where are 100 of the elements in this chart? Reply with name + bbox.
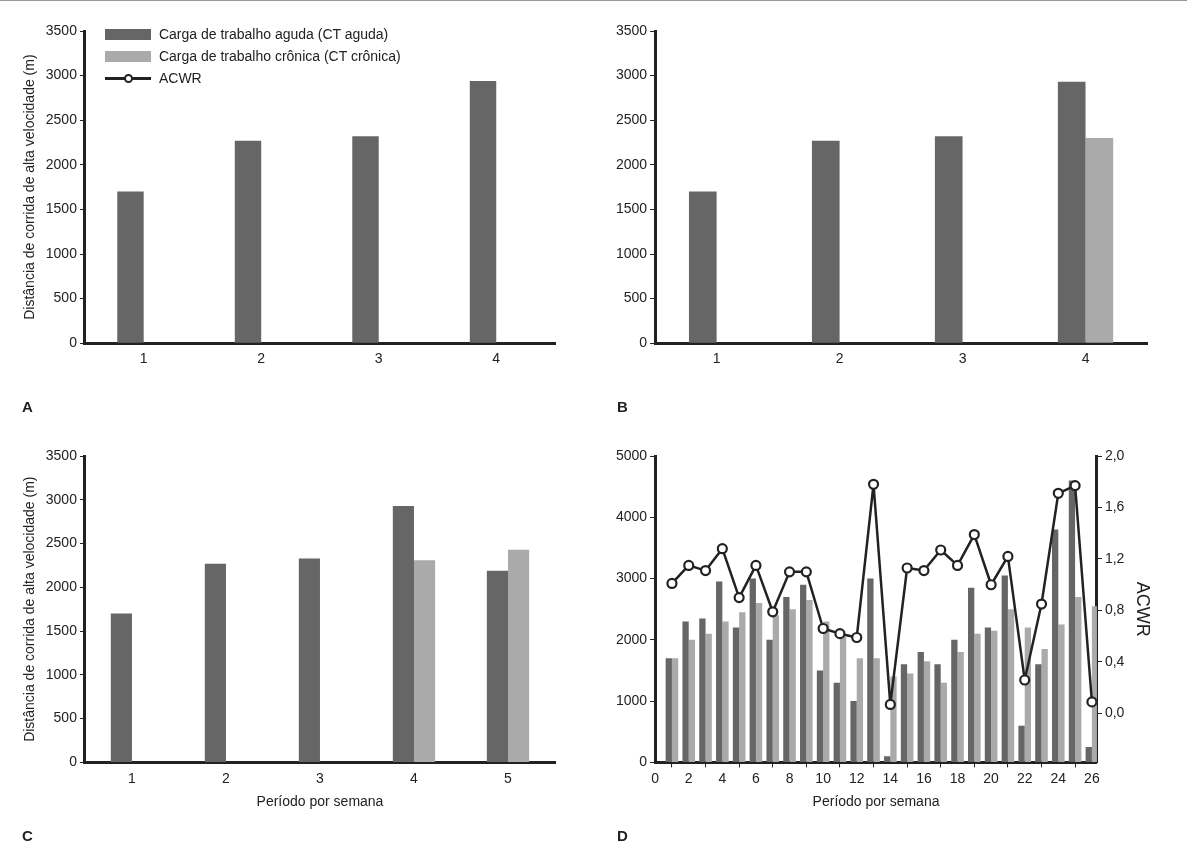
y-tick-label: 500: [623, 289, 648, 306]
point: [800, 566, 812, 578]
y2-tick-label: 0,8: [1104, 601, 1125, 618]
bar: [1068, 480, 1076, 762]
bar: [486, 570, 508, 762]
y-tick-label: 4000: [615, 508, 648, 525]
x-tick-label: 14: [882, 769, 899, 786]
bar: [800, 584, 807, 762]
point: [783, 566, 796, 578]
point: [699, 564, 712, 577]
bar: [699, 618, 706, 762]
bar: [766, 639, 773, 762]
x-tick-label: 2: [257, 350, 266, 367]
y-tick-label: 5000: [615, 446, 648, 463]
y-tick-label: 3000: [615, 66, 648, 83]
x-tick-label: 6: [752, 769, 761, 786]
point: [834, 628, 846, 640]
point: [767, 606, 779, 618]
bar: [934, 136, 963, 343]
y-tick-label: 3500: [45, 446, 78, 463]
bar: [974, 633, 981, 762]
legend-label: ACWR: [158, 69, 202, 88]
bar: [298, 558, 320, 762]
y-tick-label: 1000: [615, 244, 648, 261]
y-tick-label: 3000: [45, 66, 78, 83]
point: [683, 559, 695, 572]
bar: [682, 621, 689, 762]
y-tick-label: 2000: [615, 155, 648, 172]
bar: [688, 191, 717, 343]
point: [1086, 696, 1097, 708]
y-tick-label: 1000: [45, 665, 78, 682]
y-tick-label: 500: [53, 709, 78, 726]
bar: [856, 658, 864, 762]
x-tick-label: 4: [492, 350, 501, 367]
y-axis-title: Distância de corrida de alta velocidade (m): [21, 476, 38, 742]
bar: [884, 756, 891, 762]
point: [918, 564, 930, 577]
bar: [873, 658, 880, 762]
text: C: [22, 827, 33, 844]
bar: [951, 639, 958, 762]
y2-axis-title: ACWR: [1133, 581, 1154, 637]
text: D: [617, 827, 628, 844]
point: [750, 559, 762, 572]
bar: [940, 682, 948, 762]
point: [1052, 487, 1064, 499]
bar: [811, 140, 840, 343]
x-tick-label: 24: [1050, 769, 1067, 786]
x-tick-label: 20: [983, 769, 1000, 786]
bar: [783, 596, 790, 762]
bar: [833, 682, 840, 762]
x-tick-label: 1: [139, 350, 148, 367]
bar: [1001, 575, 1008, 762]
y2-tick-label: 0,0: [1104, 704, 1125, 721]
point: [935, 544, 947, 556]
y-tick-label: 3000: [615, 569, 648, 586]
bar: [900, 664, 908, 762]
x-axis-title: Período por semana: [256, 793, 384, 810]
bar: [392, 505, 414, 762]
point: [867, 478, 880, 490]
bar: [984, 627, 992, 762]
bar: [665, 658, 672, 762]
y-tick-label: 0: [69, 753, 78, 770]
point: [901, 562, 913, 574]
bar: [749, 578, 756, 762]
bar: [413, 560, 436, 762]
bar: [923, 661, 931, 762]
point: [951, 559, 964, 572]
x-tick-label: 2: [684, 769, 693, 786]
y-tick-label: 1500: [615, 200, 648, 217]
point: [1019, 674, 1031, 686]
point: [968, 528, 980, 541]
point: [884, 698, 896, 711]
x-tick-label: 2: [835, 350, 844, 367]
x-tick-label: 10: [815, 769, 832, 786]
bar: [867, 578, 874, 762]
bar: [671, 658, 679, 762]
bar: [957, 652, 964, 762]
bar: [1057, 81, 1086, 343]
x-tick-label: 5: [504, 769, 513, 786]
point: [851, 631, 863, 644]
bar: [917, 652, 924, 762]
bar: [850, 701, 857, 762]
bar: [1052, 529, 1059, 762]
y2-tick-label: 1,2: [1104, 549, 1125, 566]
text: B: [617, 398, 628, 415]
point: [1002, 550, 1014, 563]
bar: [352, 136, 379, 343]
y-tick-label: 0: [639, 753, 648, 770]
x-tick-label: 16: [916, 769, 932, 786]
y-tick-label: 2500: [615, 111, 648, 128]
bar: [507, 549, 530, 762]
x-axis-title: Período por semana: [812, 793, 940, 810]
y2-tick-label: 1,6: [1104, 498, 1125, 515]
bar: [1058, 624, 1065, 762]
x-tick-label: 3: [958, 350, 967, 367]
bar: [772, 615, 780, 762]
y2-tick-label: 0,4: [1104, 652, 1125, 669]
y-tick-label: 1500: [45, 200, 78, 217]
x-tick-label: 26: [1084, 769, 1100, 786]
bar: [469, 80, 497, 343]
